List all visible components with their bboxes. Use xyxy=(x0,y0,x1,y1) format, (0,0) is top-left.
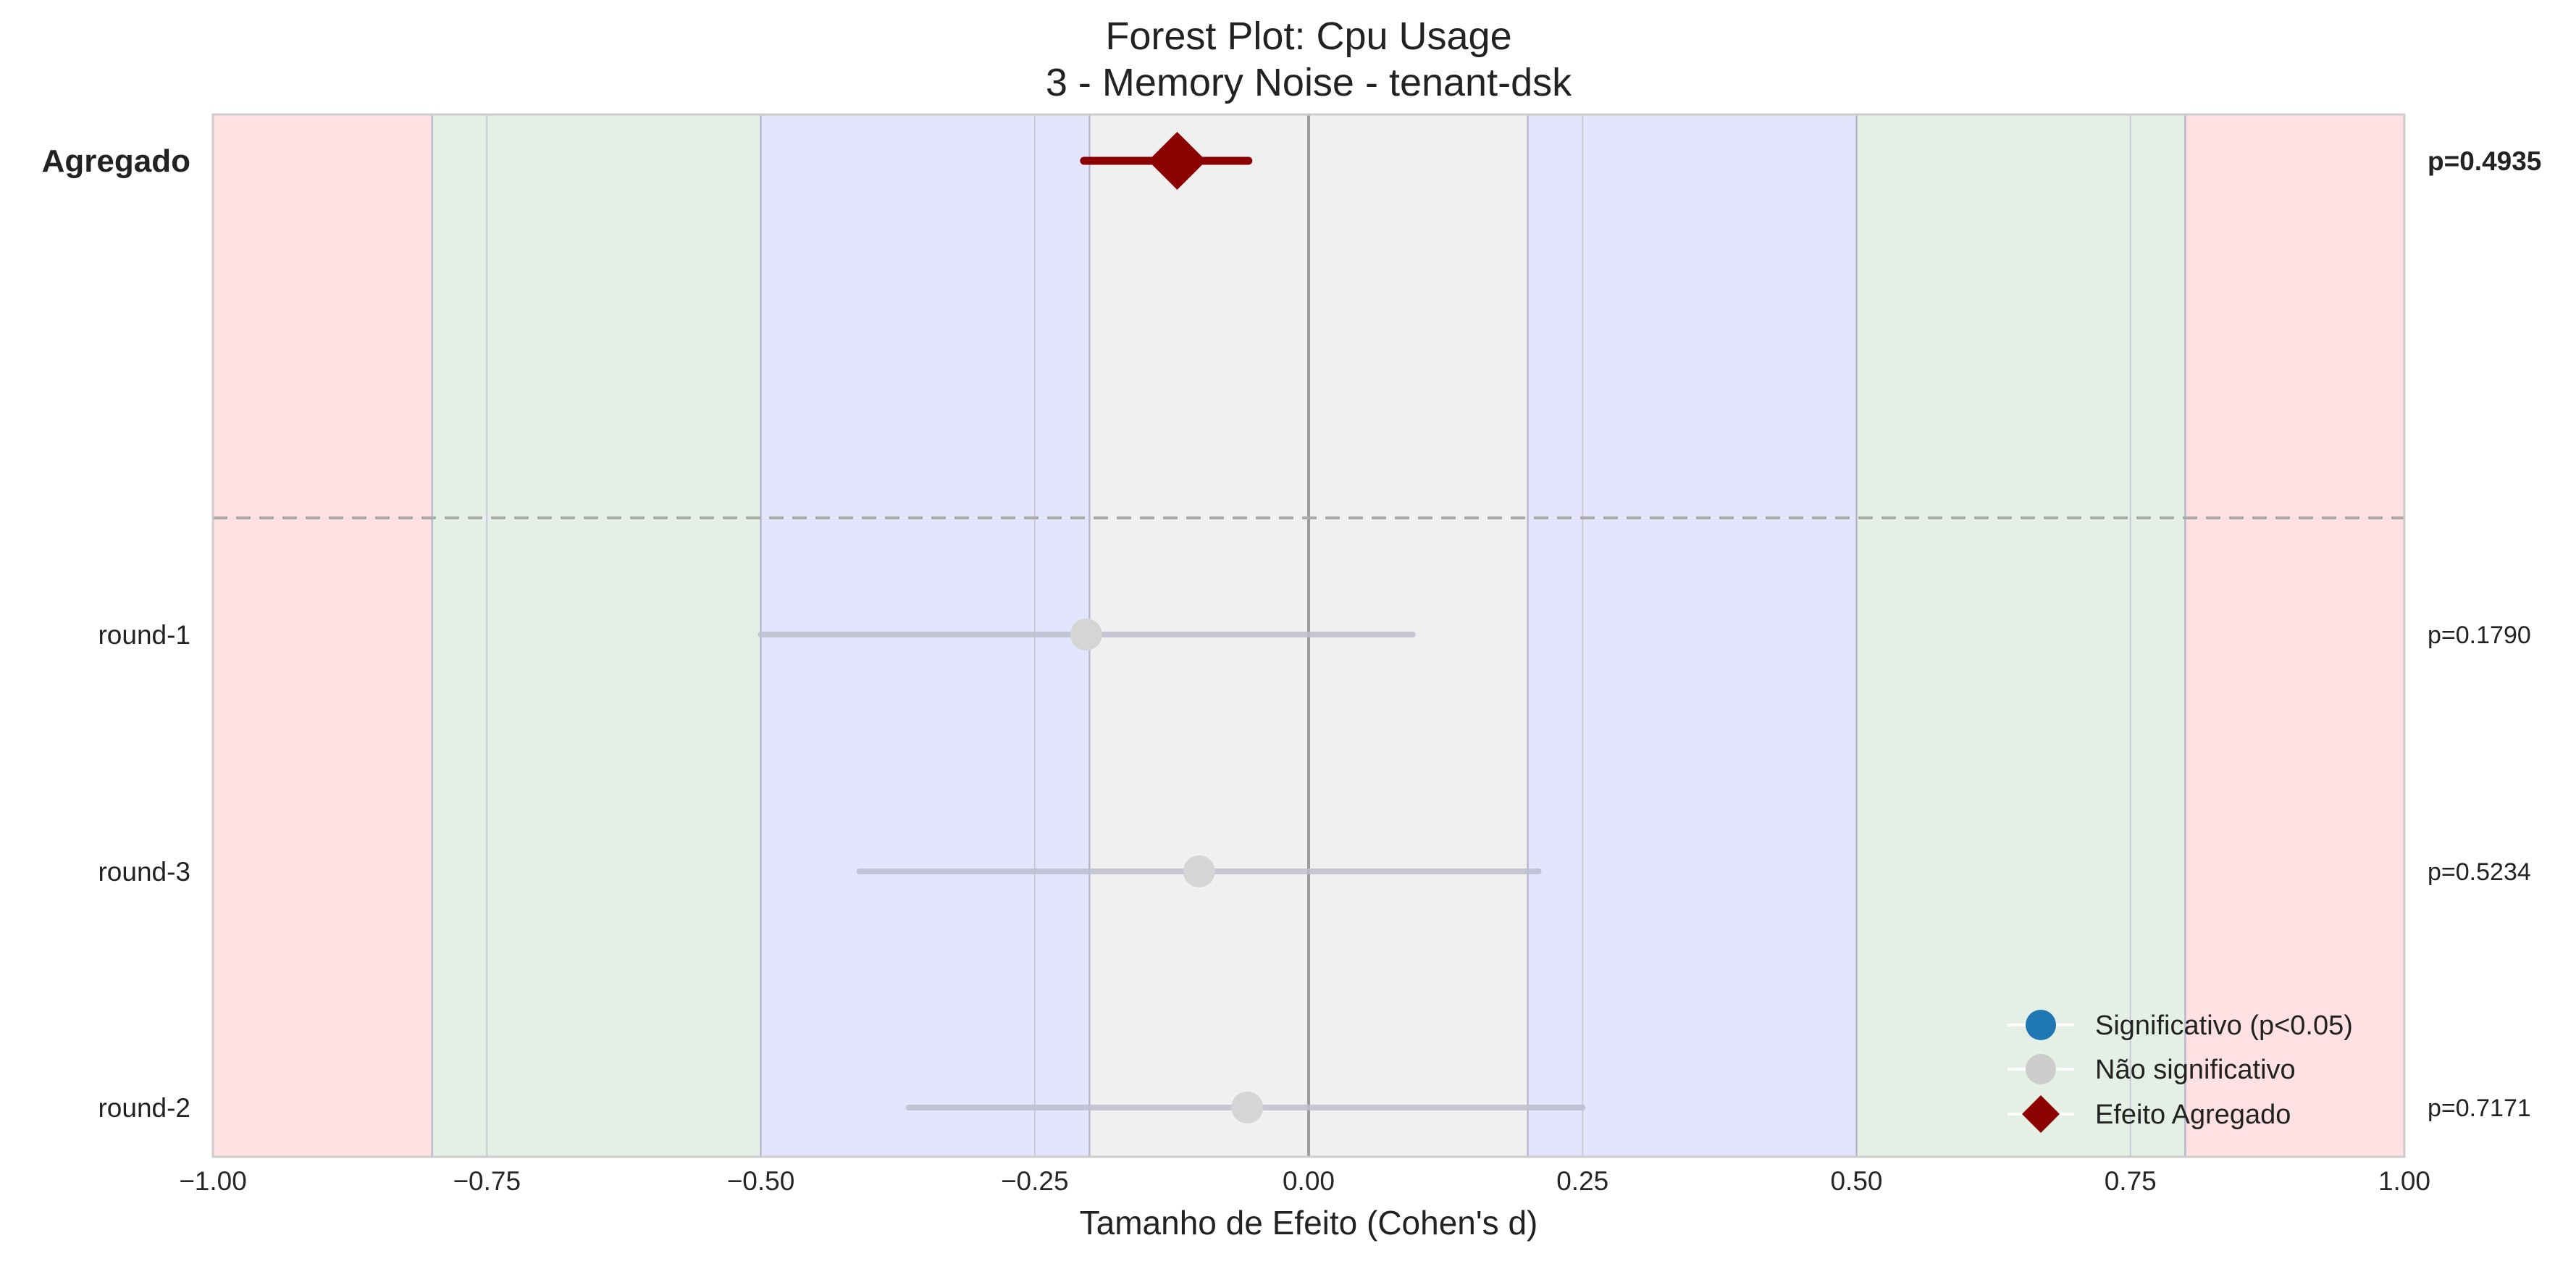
effect-band-6 xyxy=(1856,114,2186,1157)
p-value-aggregate: p=0.4935 xyxy=(2428,146,2541,176)
legend-circle-marker-1 xyxy=(2026,1010,2056,1040)
chart-title-line-1: Forest Plot: Cpu Usage xyxy=(1105,14,1511,58)
effect-band-2 xyxy=(432,114,761,1157)
study-row-round-1: round-1 p=0.1790 xyxy=(98,619,2531,650)
aggregate-effect: Agregado p=0.4935 xyxy=(42,132,2541,190)
x-tick-label-5: 0.00 xyxy=(1283,1166,1335,1196)
p-value-round-1: p=0.1790 xyxy=(2428,621,2531,649)
chart-title-line-2: 3 - Memory Noise - tenant-dsk xyxy=(1046,61,1572,104)
x-axis-label: Tamanho de Efeito (Cohen's d) xyxy=(1080,1204,1538,1242)
x-tick-label-1: −1.00 xyxy=(179,1166,247,1196)
row-label-round-2: round-2 xyxy=(98,1093,190,1123)
effect-band-5 xyxy=(1527,114,1857,1157)
study-row-round-3: round-3 p=0.5234 xyxy=(98,855,2531,887)
x-axis-ticks: −1.00 −0.75 −0.50 −0.25 0.00 0.25 0.50 0.75 1.00 xyxy=(179,1166,2430,1196)
row-label-round-1: round-1 xyxy=(98,620,190,650)
legend-label-3: Efeito Agregado xyxy=(2095,1100,2291,1130)
effect-band-1 xyxy=(213,114,432,1157)
legend-entry-3: Efeito Agregado xyxy=(2007,1095,2291,1133)
legend-entry-1: Significativo (p<0.05) xyxy=(2007,1010,2353,1041)
row-label-aggregate: Agregado xyxy=(42,143,190,179)
point-marker-round-2 xyxy=(1231,1092,1264,1123)
x-tick-label-2: −0.75 xyxy=(453,1166,521,1196)
x-tick-label-6: 0.25 xyxy=(1556,1166,1608,1196)
chart-legend: Significativo (p<0.05) Não significativo E… xyxy=(2007,1010,2353,1133)
legend-entry-2: Não significativo xyxy=(2007,1054,2296,1085)
legend-label-2: Não significativo xyxy=(2095,1055,2296,1085)
effect-band-7 xyxy=(2185,114,2404,1157)
study-row-round-2: round-2 p=0.7171 xyxy=(98,1092,2531,1123)
x-tick-label-3: −0.50 xyxy=(727,1166,795,1196)
p-value-round-2: p=0.7171 xyxy=(2428,1095,2531,1122)
aggregate-diamond-marker xyxy=(1148,132,1207,190)
plot-area-frame xyxy=(211,113,2406,1158)
legend-label-1: Significativo (p<0.05) xyxy=(2095,1010,2353,1041)
p-value-round-3: p=0.5234 xyxy=(2428,858,2531,886)
point-marker-round-1 xyxy=(1070,619,1102,650)
study-rows: round-1 p=0.1790 round-3 p=0.5234 round-2 p=0… xyxy=(98,619,2531,1123)
row-label-round-3: round-3 xyxy=(98,857,190,887)
x-tick-label-7: 0.50 xyxy=(1830,1166,1882,1196)
legend-circle-marker-2 xyxy=(2026,1054,2056,1084)
point-marker-round-3 xyxy=(1183,855,1215,887)
x-tick-label-4: −0.25 xyxy=(1001,1166,1069,1196)
x-tick-label-9: 1.00 xyxy=(2378,1166,2430,1196)
x-tick-label-8: 0.75 xyxy=(2105,1166,2157,1196)
legend-diamond-marker xyxy=(2022,1095,2060,1133)
